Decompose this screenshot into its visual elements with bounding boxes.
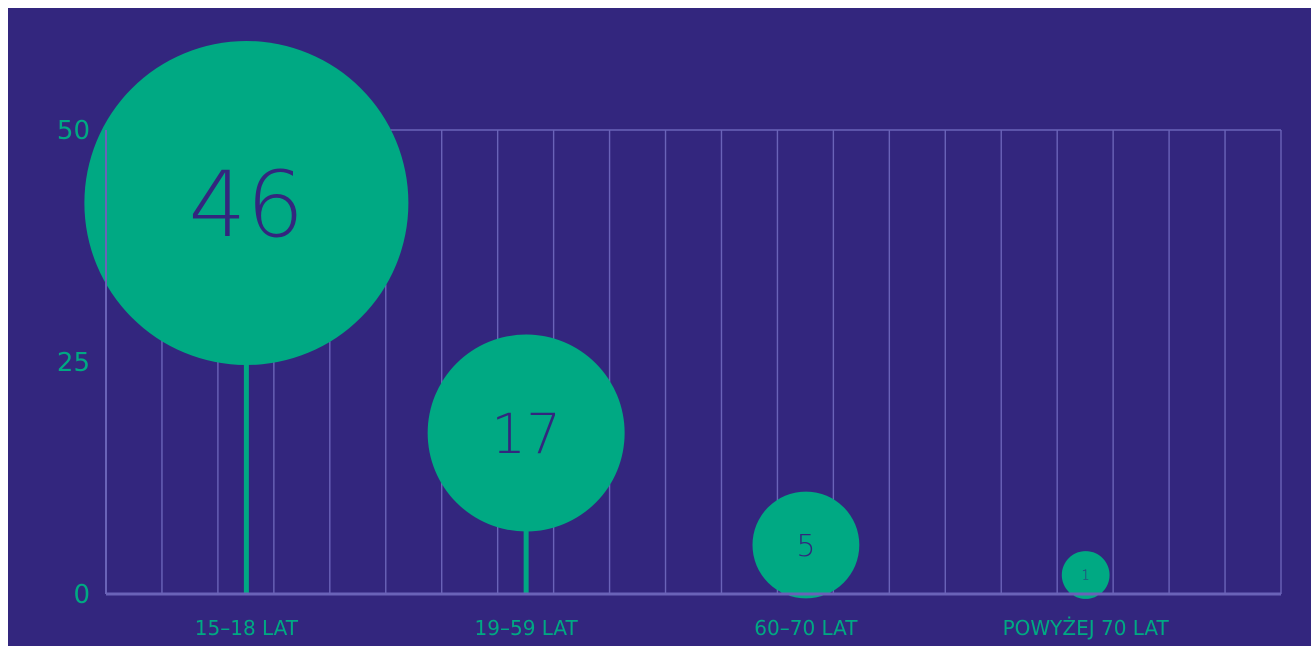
data-label: 1 — [1082, 569, 1090, 584]
data-label: 46 — [188, 153, 304, 258]
lollipop-bubble — [427, 334, 625, 532]
x-category-label: 19–59 LAT — [475, 616, 579, 640]
data-label: 17 — [491, 402, 561, 466]
lollipop-bubble — [84, 41, 409, 365]
lollipop-bubble — [1061, 551, 1110, 599]
lollipop-chart: 0 25 50 46 15–18 LAT 17 19–59 LAT 5 60–70 LAT 1 PO… — [57, 41, 1282, 640]
chart-panel: 0 25 50 46 15–18 LAT 17 19–59 LAT 5 60–70 LAT 1 PO… — [8, 8, 1311, 646]
x-category-label: 60–70 LAT — [754, 616, 858, 640]
x-category-label: 15–18 LAT — [195, 616, 299, 640]
lollipop-bubble — [752, 491, 860, 599]
x-category-label: POWYŻEJ 70 LAT — [1003, 616, 1170, 640]
y-tick-label: 50 — [57, 116, 90, 146]
data-label: 5 — [796, 529, 815, 564]
y-tick-label: 25 — [57, 348, 90, 378]
y-tick-label: 0 — [73, 580, 90, 610]
